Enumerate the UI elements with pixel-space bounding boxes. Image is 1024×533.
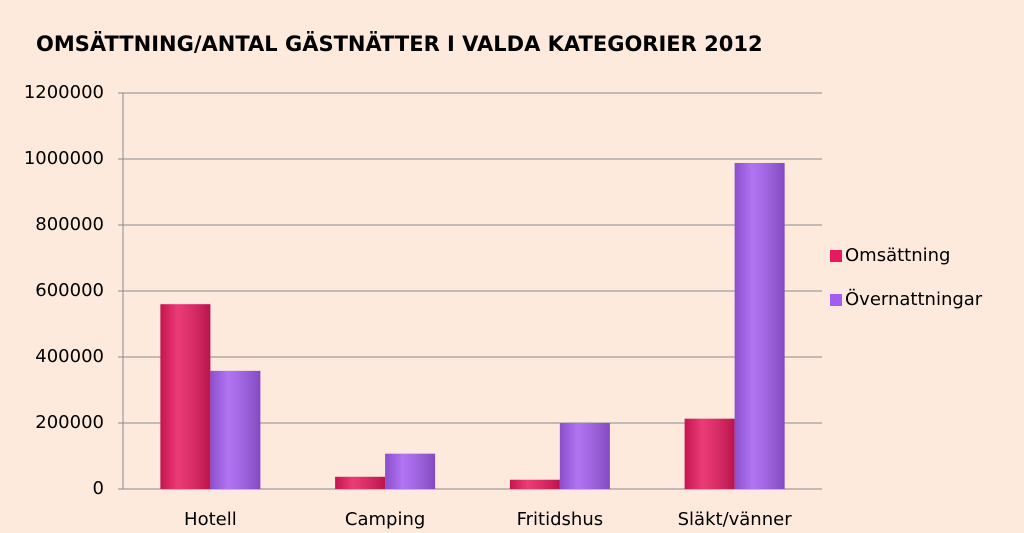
y-tick-label: 600000: [35, 280, 104, 301]
bar-shade: [559, 423, 610, 489]
legend-swatch: [830, 294, 842, 306]
bar-shade: [160, 304, 211, 489]
chart-title: OMSÄTTNING/ANTAL GÄSTNÄTTER I VALDA KATE…: [36, 31, 763, 56]
legend-label: Övernattningar: [845, 288, 983, 310]
legend-label: Omsättning: [845, 245, 950, 266]
y-tick-label: 200000: [35, 412, 104, 433]
legend-swatch: [830, 250, 842, 262]
y-tick-label: 400000: [35, 346, 104, 367]
bar-shade: [734, 162, 785, 489]
y-tick-label: 1200000: [24, 82, 104, 103]
y-tick-label: 800000: [35, 214, 104, 235]
bar-shade: [385, 453, 436, 489]
x-tick-label: Hotell: [184, 509, 237, 530]
x-tick-label: Släkt/vänner: [678, 509, 793, 530]
y-tick-label: 0: [93, 478, 104, 499]
x-tick-label: Fritidshus: [517, 509, 604, 530]
y-tick-label: 1000000: [24, 148, 104, 169]
x-tick-label: Camping: [345, 509, 425, 530]
bar-shade: [509, 479, 560, 489]
bar-shade: [684, 418, 735, 489]
bar-shade: [210, 370, 261, 489]
bar-shade: [335, 476, 386, 489]
